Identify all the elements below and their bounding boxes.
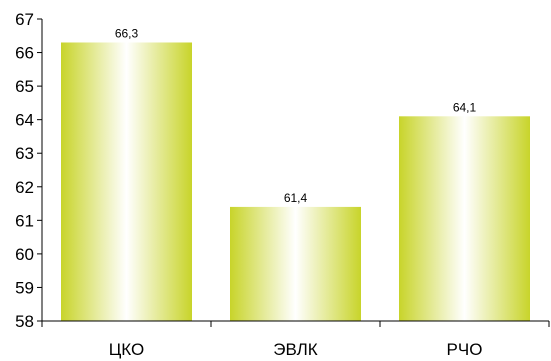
- y-axis-ticks: 58 59 60 61 62 63 64 65 66 67: [15, 10, 42, 331]
- bar: [230, 206, 361, 321]
- x-tick-label: ЦКО: [109, 340, 145, 359]
- bar: [399, 116, 530, 321]
- y-tick-label: 63: [15, 144, 34, 163]
- data-label: 66,3: [115, 26, 139, 40]
- y-tick-label: 67: [15, 10, 34, 29]
- y-tick-label: 60: [15, 245, 34, 264]
- y-tick-label: 62: [15, 178, 34, 197]
- x-axis: ЦКО ЭВЛК РЧО: [41, 320, 550, 359]
- y-tick-label: 64: [15, 111, 34, 130]
- x-tick-label: ЭВЛК: [273, 340, 318, 359]
- y-tick-label: 58: [15, 312, 34, 331]
- y-tick-label: 61: [15, 211, 34, 230]
- data-label: 61,4: [284, 191, 308, 205]
- y-tick-label: 59: [15, 278, 34, 297]
- data-label: 64,1: [453, 100, 477, 114]
- y-tick-label: 65: [15, 77, 34, 96]
- y-tick-label: 66: [15, 44, 34, 63]
- bar: [61, 42, 192, 321]
- bars: 66,3 61,4 64,1: [61, 26, 530, 321]
- x-tick-label: РЧО: [447, 340, 483, 359]
